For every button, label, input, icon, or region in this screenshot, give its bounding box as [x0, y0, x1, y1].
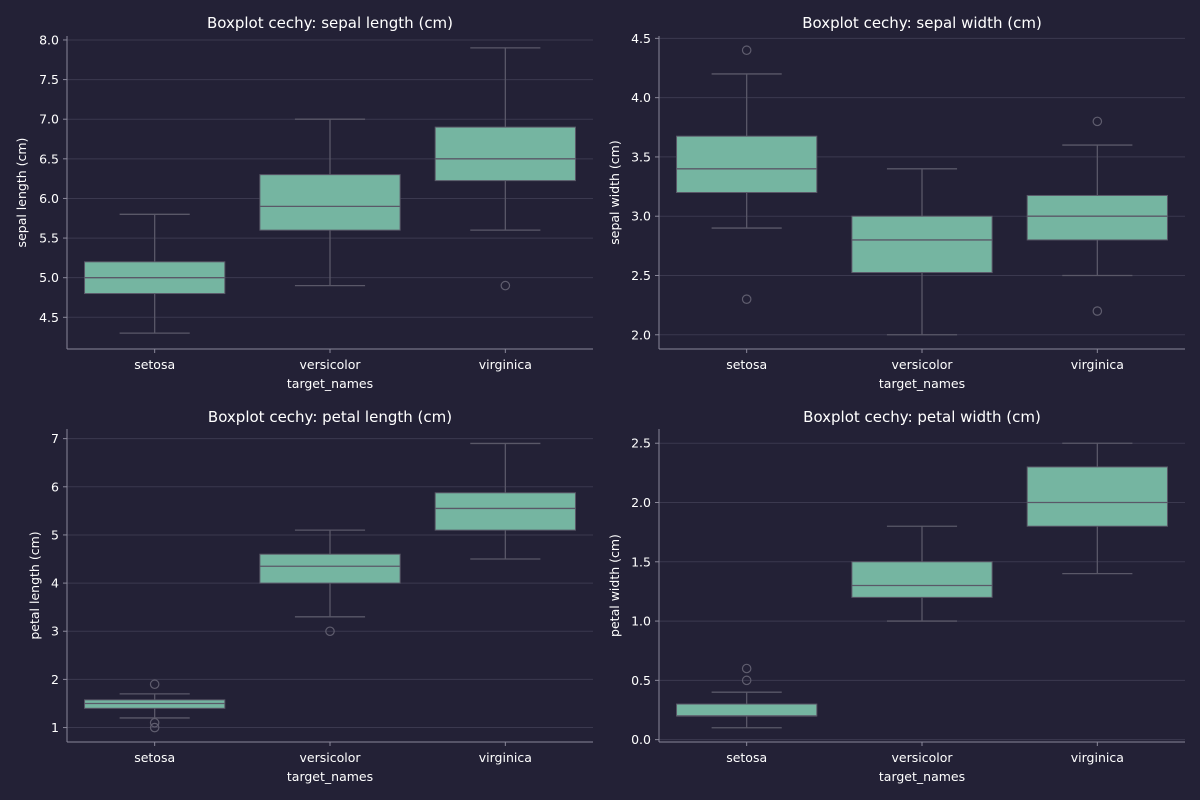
chart-title: Boxplot cechy: petal length (cm) — [208, 408, 452, 426]
y-tick-label: 2.0 — [631, 495, 651, 510]
y-tick-label: 5.5 — [39, 231, 59, 246]
y-tick-label: 4.5 — [631, 31, 651, 46]
x-tick-label: setosa — [134, 357, 175, 372]
box-virginica — [434, 47, 576, 291]
outlier-point — [741, 663, 752, 674]
iqr-box — [434, 492, 576, 531]
iqr-box — [259, 174, 401, 231]
box-versicolor — [259, 118, 401, 287]
y-axis-label: petal width (cm) — [607, 534, 622, 637]
y-tick-label: 1.0 — [631, 614, 651, 629]
outlier-point — [149, 679, 160, 690]
y-axis-label: sepal width (cm) — [607, 140, 622, 244]
outlier-point — [1092, 306, 1103, 316]
y-tick-label: 2.5 — [631, 436, 651, 451]
y-tick-label: 6.0 — [39, 191, 59, 206]
subplot-3: 1 2 3 4 5 6 7 setosa versicolor virginica Boxplot … — [27, 408, 593, 784]
y-tick-label: 1 — [51, 720, 59, 735]
y-tick-label: 2.5 — [631, 268, 651, 283]
x-axis-label: target_names — [879, 769, 965, 784]
outlier-point — [1092, 116, 1103, 127]
y-tick-label: 1.5 — [631, 554, 651, 569]
iqr-box — [851, 215, 993, 274]
box-virginica — [1026, 442, 1168, 575]
outlier-point — [149, 722, 160, 733]
y-axis-label: sepal length (cm) — [14, 138, 29, 248]
x-tick-label: virginica — [1071, 750, 1124, 765]
iqr-box — [434, 126, 576, 182]
box-setosa — [84, 213, 226, 334]
chart-title: Boxplot cechy: sepal width (cm) — [802, 14, 1042, 32]
y-tick-label: 7.0 — [39, 112, 59, 127]
y-tick-label: 3 — [51, 624, 59, 639]
box-setosa — [84, 679, 226, 733]
subplot-2: 2.0 2.5 3.0 3.5 4.0 4.5 setosa versicolor virgin… — [607, 14, 1185, 391]
y-axis-label: petal length (cm) — [27, 531, 42, 639]
x-tick-label: setosa — [726, 357, 767, 372]
y-tick-label: 3.0 — [631, 209, 651, 224]
y-tick-label: 2 — [51, 672, 59, 687]
iqr-box — [676, 703, 818, 717]
y-tick-label: 2.0 — [631, 327, 651, 342]
y-tick-label: 0.5 — [631, 673, 651, 688]
outlier-point — [741, 45, 752, 56]
iqr-box — [851, 561, 993, 598]
x-tick-label: versicolor — [892, 357, 954, 372]
x-tick-label: setosa — [134, 750, 175, 765]
iqr-box — [1026, 466, 1168, 527]
y-tick-label: 7.5 — [39, 72, 59, 87]
box-virginica — [1026, 116, 1168, 316]
x-tick-label: setosa — [726, 750, 767, 765]
chart-title: Boxplot cechy: petal width (cm) — [803, 408, 1041, 426]
y-tick-label: 0.0 — [631, 732, 651, 747]
x-axis-label: target_names — [287, 376, 373, 391]
y-tick-label: 5 — [51, 527, 59, 542]
outlier-point — [149, 717, 160, 728]
box-versicolor — [851, 525, 993, 622]
y-tick-label: 5.0 — [39, 270, 59, 285]
y-tick-label: 6 — [51, 479, 59, 494]
y-tick-label: 4.0 — [631, 90, 651, 105]
x-axis-label: target_names — [287, 769, 373, 784]
outlier-point — [500, 280, 511, 291]
subplot-4: 0.0 0.5 1.0 1.5 2.0 2.5 setosa versicolor virgin… — [607, 408, 1185, 784]
y-tick-label: 4 — [51, 576, 59, 591]
x-tick-label: versicolor — [892, 750, 954, 765]
outlier-point — [741, 294, 752, 305]
x-tick-label: versicolor — [300, 750, 362, 765]
box-setosa — [676, 663, 818, 729]
x-tick-label: versicolor — [300, 357, 362, 372]
y-tick-label: 6.5 — [39, 151, 59, 166]
iqr-box — [259, 553, 401, 584]
x-tick-label: virginica — [479, 750, 532, 765]
x-tick-label: virginica — [1071, 357, 1124, 372]
x-tick-label: virginica — [479, 357, 532, 372]
box-virginica — [434, 442, 576, 560]
y-tick-label: 4.5 — [39, 310, 59, 325]
x-axis-label: target_names — [879, 376, 965, 391]
subplot-1: 4.5 5.0 5.5 6.0 6.5 7.0 7.5 8.0 setosa versicolor… — [14, 14, 593, 391]
y-tick-label: 3.5 — [631, 149, 651, 164]
chart-title: Boxplot cechy: sepal length (cm) — [207, 14, 453, 32]
outlier-point — [741, 675, 752, 686]
iqr-box — [1026, 194, 1168, 241]
box-versicolor — [259, 529, 401, 637]
y-tick-label: 8.0 — [39, 32, 59, 47]
y-tick-label: 7 — [51, 431, 59, 446]
iqr-box — [676, 135, 818, 194]
box-setosa — [676, 45, 818, 305]
box-versicolor — [851, 168, 993, 336]
outlier-point — [325, 626, 335, 637]
